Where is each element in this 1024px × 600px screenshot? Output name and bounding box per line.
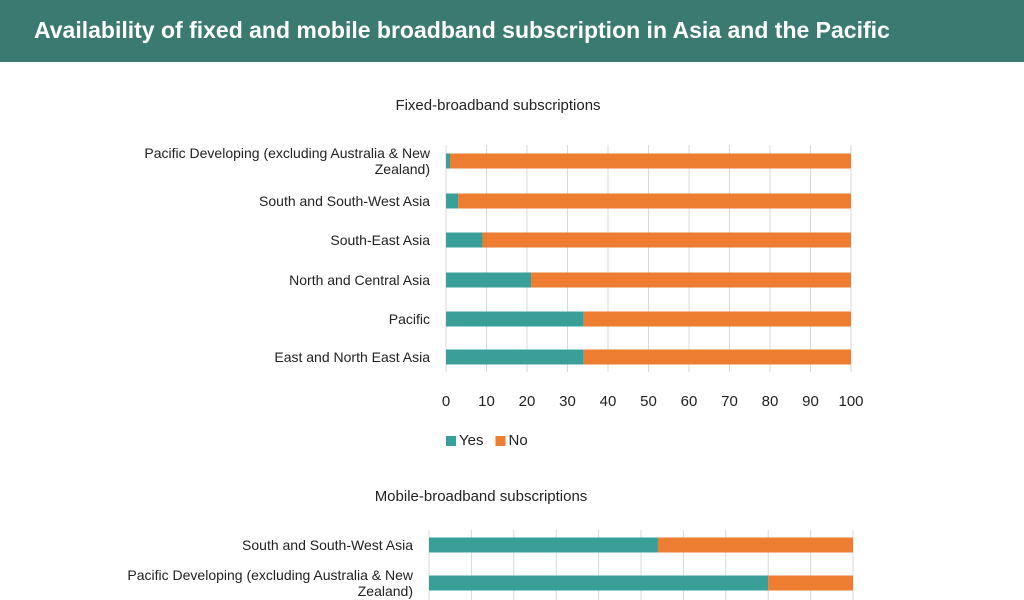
chart-title: Fixed-broadband subscriptions <box>395 97 600 114</box>
x-tick-label: 10 <box>478 393 495 410</box>
x-tick-label: 40 <box>600 393 617 410</box>
legend-label: No <box>508 432 527 449</box>
legend-swatch <box>446 436 456 446</box>
y-tick-label: South and South-West Asia <box>259 193 430 209</box>
x-tick-label: 70 <box>721 393 738 410</box>
bar-segment <box>657 537 853 553</box>
bar-segment <box>583 311 851 327</box>
bar-segment <box>458 193 851 209</box>
bar-segment <box>446 153 451 169</box>
bar-segment <box>446 272 532 288</box>
y-tick-label: Pacific Developing (excluding Australia … <box>144 145 430 177</box>
bar-segment <box>482 232 851 248</box>
bar-segment <box>446 193 459 209</box>
y-tick-label: South and South-West Asia <box>242 537 413 553</box>
page-title: Availability of fixed and mobile broadba… <box>34 17 890 43</box>
y-tick-label: South-East Asia <box>330 232 430 248</box>
bar-segment <box>583 349 851 365</box>
bar-segment <box>429 575 769 591</box>
x-tick-label: 30 <box>559 393 576 410</box>
x-tick-label: 0 <box>442 393 450 410</box>
header: Availability of fixed and mobile broadba… <box>0 0 1024 62</box>
bar-segment <box>768 575 853 591</box>
chart-title: Mobile-broadband subscriptions <box>375 488 588 505</box>
bar-segment <box>450 153 851 169</box>
bar-segment <box>446 311 584 327</box>
x-tick-label: 20 <box>519 393 536 410</box>
x-tick-label: 50 <box>640 393 657 410</box>
bar-segment <box>531 272 851 288</box>
bar-segment <box>446 349 584 365</box>
x-tick-label: 90 <box>802 393 819 410</box>
x-tick-label: 100 <box>838 393 863 410</box>
x-tick-label: 80 <box>762 393 779 410</box>
legend-swatch <box>495 436 506 446</box>
legend-label: Yes <box>459 432 483 449</box>
y-tick-label: North and Central Asia <box>289 272 430 288</box>
y-tick-label: Pacific <box>388 311 430 327</box>
bar-segment <box>446 232 483 248</box>
y-tick-label: East and North East Asia <box>274 349 430 365</box>
x-tick-label: 60 <box>681 393 698 410</box>
bar-segment <box>429 537 658 553</box>
y-tick-label: Pacific Developing (excluding Australia … <box>127 567 413 599</box>
